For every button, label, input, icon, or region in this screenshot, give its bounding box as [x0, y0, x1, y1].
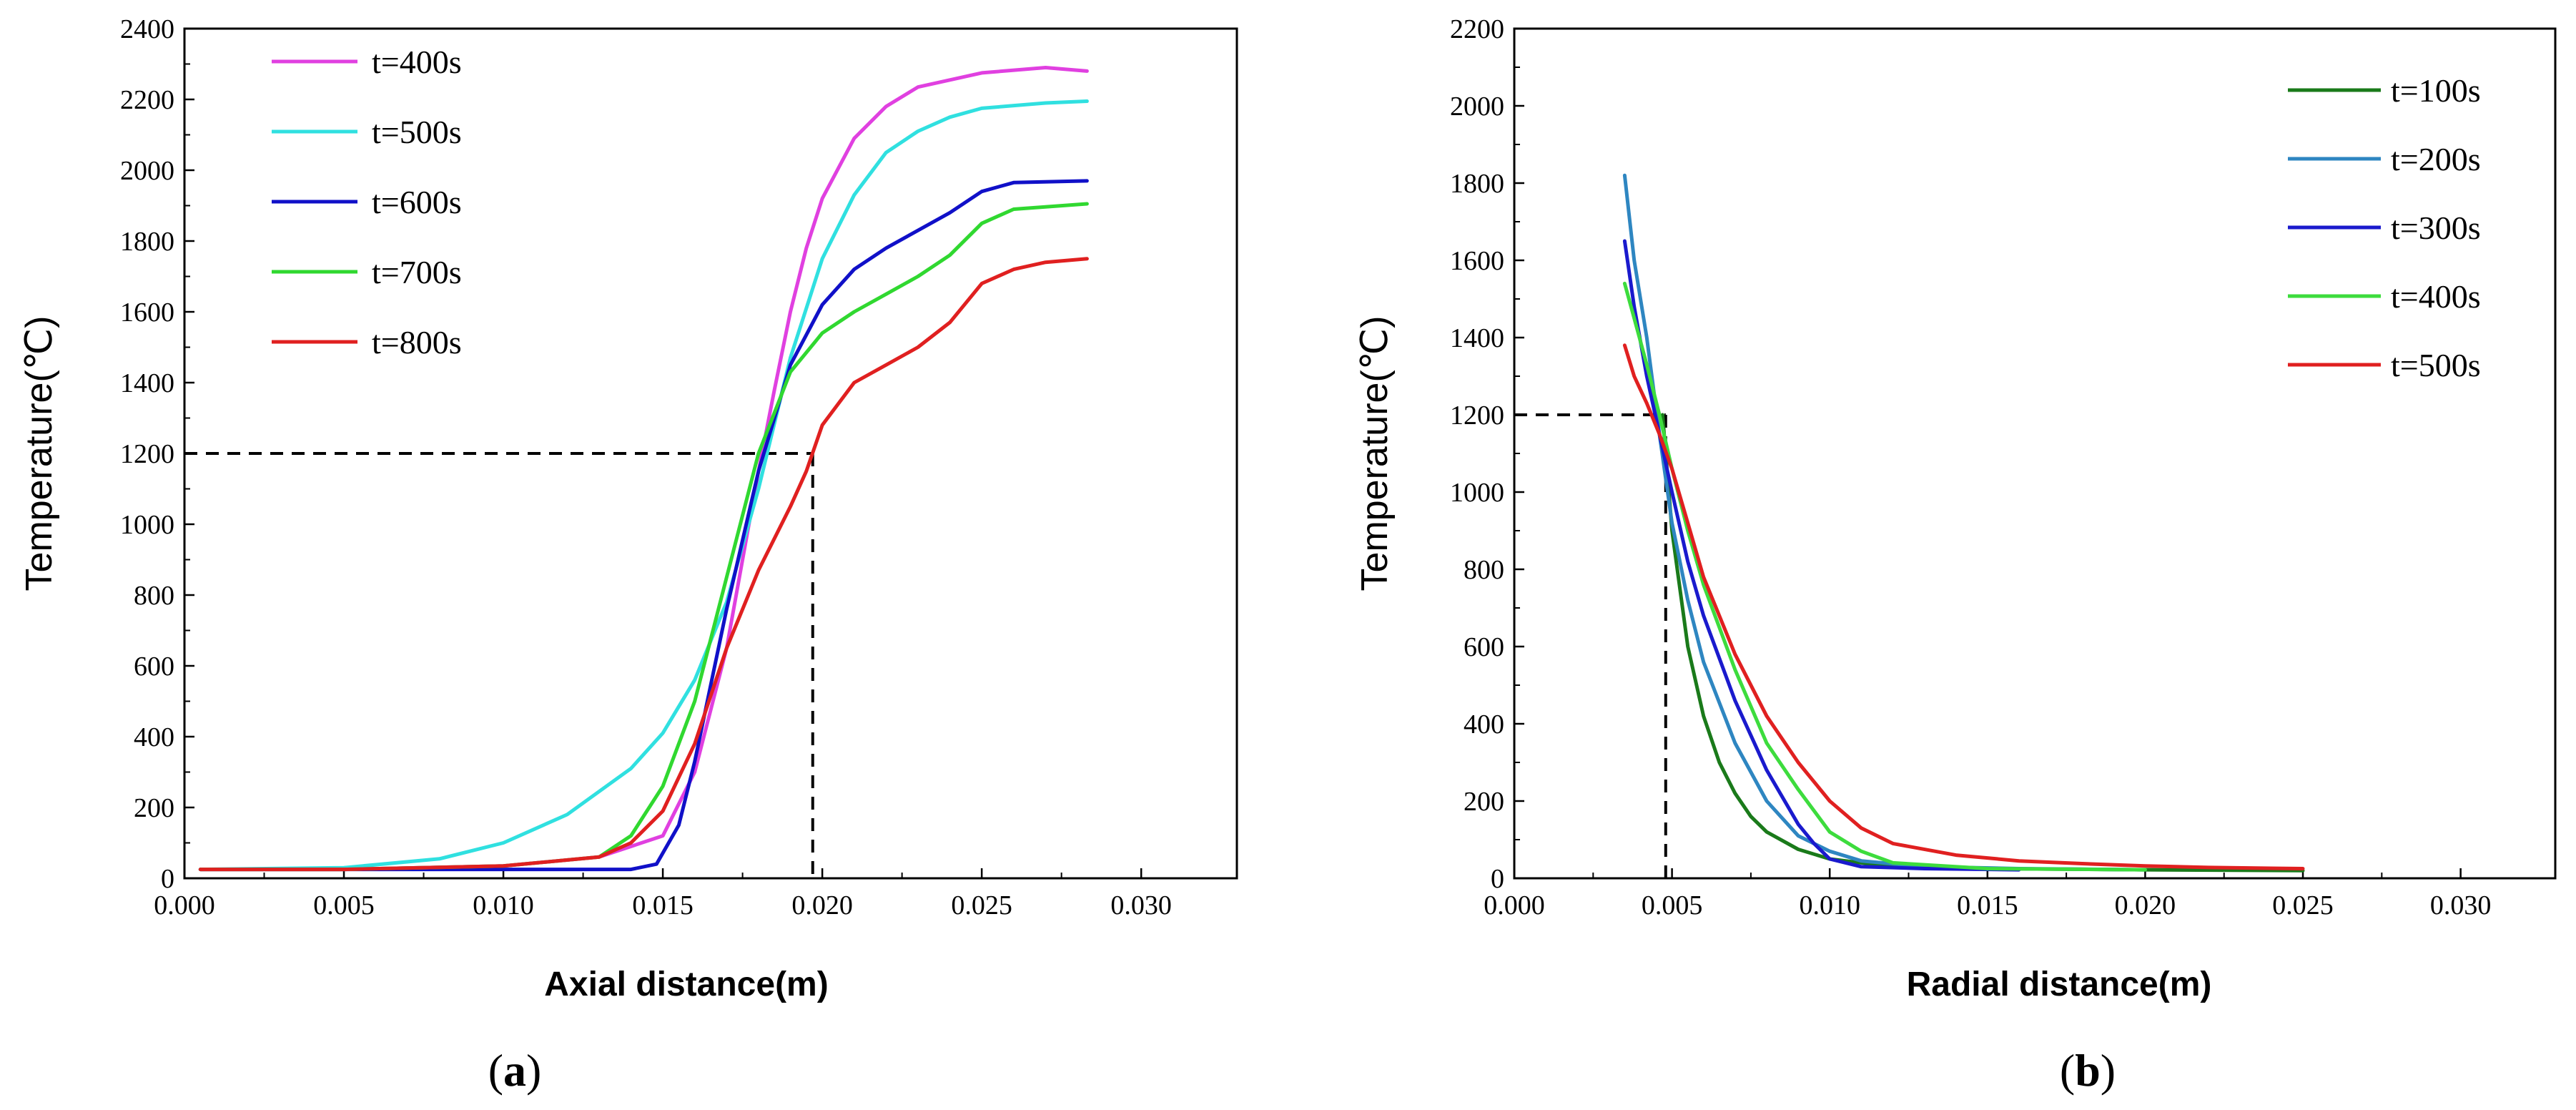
legend-b: t=100s t=200s t=300s t=400s t=500s — [2288, 72, 2481, 383]
legend-label-t600s: t=600s — [372, 184, 462, 220]
reference-line-b — [1514, 413, 1667, 878]
x-tick-label: 0.025 — [951, 890, 1012, 920]
y-tick-label: 1800 — [120, 227, 174, 257]
y-tick-label: 800 — [1464, 555, 1504, 585]
y-tick-label: 2200 — [1450, 14, 1504, 44]
series-line-t800s — [198, 257, 1089, 872]
caption-b-close: ) — [2101, 1045, 2116, 1096]
series-line-t300s — [1622, 239, 2021, 872]
x-tick-label: 0.015 — [1957, 890, 2018, 920]
y-tick-label: 1000 — [120, 510, 174, 540]
caption-a-letter: a — [503, 1045, 526, 1096]
x-tick-label: 0.010 — [1799, 890, 1860, 920]
series-line-t500s — [198, 99, 1089, 872]
y-tick-label: 0 — [161, 864, 174, 894]
series-line-t600s — [198, 179, 1089, 872]
y-tick-label: 400 — [1464, 709, 1504, 740]
x-tick-label: 0.005 — [1642, 890, 1703, 920]
legend-label-t700s: t=700s — [372, 254, 462, 290]
chart-panel-b: 0.000 0.005 0.010 0.015 0.020 0.025 0.030 0 200 4… — [1354, 14, 2557, 1096]
y-tick-label: 600 — [134, 652, 174, 682]
caption-b-open: ( — [2060, 1045, 2075, 1096]
x-tick-label: 0.030 — [1110, 890, 1172, 920]
x-tick-label: 0.025 — [2272, 890, 2334, 920]
x-tick-label: 0.010 — [473, 890, 534, 920]
y-tick-label: 2000 — [1450, 92, 1504, 122]
caption-a-close: ) — [526, 1045, 541, 1096]
x-tick-label: 0.000 — [1484, 890, 1545, 920]
y-tick-label: 0 — [1491, 864, 1504, 894]
y-tick-label: 800 — [134, 581, 174, 611]
legend-a: t=400s t=500s t=600s t=700s t=800s — [272, 44, 462, 360]
y-tick-label: 1600 — [1450, 246, 1504, 276]
y-tick-label: 600 — [1464, 632, 1504, 662]
y-tick-label: 1400 — [120, 368, 174, 398]
legend-label-t500s: t=500s — [372, 114, 462, 150]
y-tick-label: 2400 — [120, 14, 174, 44]
legend-label-t800s: t=800s — [372, 324, 462, 360]
legend-label-t300s: t=300s — [2391, 210, 2481, 246]
series-line-t400s — [198, 66, 1089, 872]
x-axis-label-a: Axial distance(m) — [544, 966, 828, 1003]
legend-label-t400s: t=400s — [2391, 278, 2481, 315]
y-tick-label: 200 — [134, 793, 174, 823]
y-tick-label: 1200 — [1450, 401, 1504, 431]
series-line-t400s — [1622, 281, 2147, 872]
x-axis-label-b: Radial distance(m) — [1907, 966, 2212, 1003]
caption-b-letter: b — [2075, 1045, 2101, 1096]
legend-label-t400s: t=400s — [372, 44, 462, 80]
x-tick-label: 0.030 — [2430, 890, 2492, 920]
legend-label-t100s: t=100s — [2391, 72, 2481, 109]
y-tick-label: 1200 — [120, 439, 174, 469]
series-line-t700s — [198, 202, 1089, 872]
caption-a: (a) — [488, 1045, 542, 1096]
y-tick-label: 200 — [1464, 787, 1504, 817]
axes-ticks-b: 0.000 0.005 0.010 0.015 0.020 0.025 0.030 0 200 4… — [1450, 14, 2491, 920]
legend-label-t200s: t=200s — [2391, 141, 2481, 177]
y-axis-label-a: Temperature(℃) — [19, 316, 60, 591]
series-line-t100s — [1660, 413, 2305, 873]
caption-b: (b) — [2060, 1045, 2116, 1096]
y-axis-label-b: Temperature(℃) — [1354, 316, 1396, 591]
x-tick-label: 0.000 — [154, 890, 215, 920]
y-tick-label: 2200 — [120, 85, 174, 115]
x-tick-label: 0.020 — [2115, 890, 2176, 920]
axes-ticks-a: 0.000 0.005 0.010 0.015 0.020 0.025 0.030 0 200 4… — [120, 14, 1172, 920]
caption-a-open: ( — [488, 1045, 503, 1096]
y-tick-label: 1600 — [120, 298, 174, 328]
series-line-t500s — [1622, 343, 2305, 870]
y-tick-label: 1400 — [1450, 323, 1504, 353]
series-line-t200s — [1622, 173, 2147, 872]
reference-line-a — [184, 452, 814, 878]
chart-panel-a: 0.000 0.005 0.010 0.015 0.020 0.025 0.030 0 200 4… — [19, 14, 1238, 1096]
x-tick-label: 0.005 — [313, 890, 375, 920]
series-lines-b — [1622, 173, 2305, 873]
x-tick-label: 0.015 — [632, 890, 694, 920]
y-tick-label: 400 — [134, 722, 174, 752]
y-tick-label: 1000 — [1450, 478, 1504, 508]
x-tick-label: 0.020 — [791, 890, 853, 920]
series-lines-a — [198, 66, 1089, 872]
y-tick-label: 2000 — [120, 156, 174, 186]
y-tick-label: 1800 — [1450, 169, 1504, 199]
legend-label-t500s: t=500s — [2391, 347, 2481, 383]
